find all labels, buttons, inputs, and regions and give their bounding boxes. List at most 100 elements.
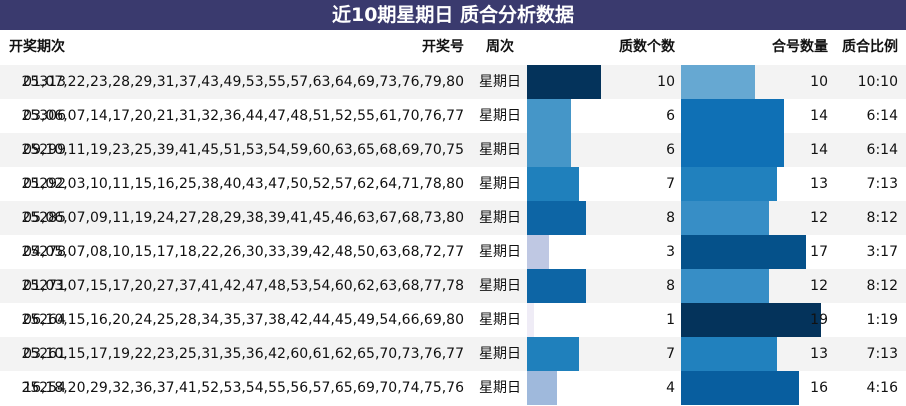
weekday-cell: 星期日	[479, 380, 521, 396]
weekday-cell: 星期日	[479, 346, 521, 362]
weekday-cell: 星期日	[479, 176, 521, 192]
weekday-cell: 星期日	[479, 312, 521, 328]
period-cell: 25271	[21, 278, 66, 294]
composite-count-bar	[681, 269, 769, 303]
ratio-cell: 8:12	[866, 210, 898, 226]
numbers-cell: 09,10,11,19,23,25,39,41,45,51,53,54,59,6…	[23, 142, 464, 158]
composite-count-label: 12	[810, 278, 828, 294]
prime-count-bar	[527, 201, 586, 235]
ratio-cell: 7:13	[866, 346, 898, 362]
numbers-cell: 04,05,07,08,10,15,17,18,22,26,30,33,39,4…	[23, 244, 464, 260]
composite-count-bar	[681, 371, 799, 405]
table-row: 25313 01,07,22,23,28,29,31,37,43,49,53,55…	[0, 65, 906, 99]
numbers-cell: 03,06,07,14,17,20,21,31,32,36,44,47,48,5…	[23, 108, 464, 124]
composite-count-bar	[681, 235, 806, 269]
composite-count-bar	[681, 99, 784, 133]
chart-title: 近10期星期日 质合分析数据	[0, 0, 906, 30]
prime-count-bar	[527, 235, 549, 269]
numbers-cell: 16,18,20,29,32,36,37,41,52,53,54,55,56,5…	[23, 380, 464, 396]
prime-count-label: 10	[657, 74, 675, 90]
composite-count-label: 12	[810, 210, 828, 226]
ratio-cell: 6:14	[866, 142, 898, 158]
ratio-cell: 4:16	[866, 380, 898, 396]
prime-count-bar	[527, 269, 586, 303]
prime-count-label: 6	[666, 108, 675, 124]
table-row: 25271 01,03,07,15,17,20,27,37,41,42,47,48…	[0, 269, 906, 303]
prime-count-label: 4	[666, 380, 675, 396]
table-row: 25292 01,02,03,10,11,15,16,25,38,40,43,47…	[0, 167, 906, 201]
weekday-cell: 星期日	[479, 244, 521, 260]
prime-count-label: 8	[666, 278, 675, 294]
header-weekday: 周次	[486, 39, 514, 55]
ratio-cell: 6:14	[866, 108, 898, 124]
header-period: 开奖期次	[9, 39, 65, 55]
composite-count-bar	[681, 337, 777, 371]
composite-count-bar	[681, 167, 777, 201]
period-cell: 25306	[21, 108, 66, 124]
prime-count-label: 7	[666, 346, 675, 362]
period-cell: 25292	[21, 176, 66, 192]
weekday-cell: 星期日	[479, 210, 521, 226]
prime-count-bar	[527, 167, 579, 201]
numbers-cell: 06,10,15,16,20,24,25,28,34,35,37,38,42,4…	[23, 312, 464, 328]
table-row: 25278 04,05,07,08,10,15,17,18,22,26,30,33…	[0, 235, 906, 269]
numbers-cell: 01,03,07,15,17,20,27,37,41,42,47,48,53,5…	[23, 278, 464, 294]
ratio-cell: 1:19	[866, 312, 898, 328]
header-ratio: 质合比例	[842, 39, 898, 55]
period-cell: 25254	[21, 380, 66, 396]
weekday-cell: 星期日	[479, 278, 521, 294]
prime-count-bar	[527, 65, 601, 99]
prime-count-bar	[527, 371, 557, 405]
prime-count-bar	[527, 337, 579, 371]
period-cell: 25264	[21, 312, 66, 328]
numbers-cell: 05,06,07,09,11,19,24,27,28,29,38,39,41,4…	[23, 210, 464, 226]
composite-count-bar	[681, 201, 769, 235]
composite-count-label: 17	[810, 244, 828, 260]
weekday-cell: 星期日	[479, 108, 521, 124]
numbers-cell: 01,07,22,23,28,29,31,37,43,49,53,55,57,6…	[23, 74, 464, 90]
prime-count-bar	[527, 303, 534, 337]
header-prime-count: 质数个数	[619, 39, 675, 55]
prime-count-label: 3	[666, 244, 675, 260]
ratio-cell: 8:12	[866, 278, 898, 294]
composite-count-label: 10	[810, 74, 828, 90]
prime-count-bar	[527, 99, 571, 133]
table-row: 25261 03,10,15,17,19,22,23,25,31,35,36,42…	[0, 337, 906, 371]
header-numbers: 开奖号	[422, 39, 464, 55]
prime-count-label: 1	[666, 312, 675, 328]
ratio-cell: 10:10	[857, 74, 898, 90]
numbers-cell: 03,10,15,17,19,22,23,25,31,35,36,42,60,6…	[23, 346, 464, 362]
period-cell: 25261	[21, 346, 66, 362]
composite-count-label: 16	[810, 380, 828, 396]
table-row: 25285 05,06,07,09,11,19,24,27,28,29,38,39…	[0, 201, 906, 235]
composite-count-label: 14	[810, 108, 828, 124]
composite-count-label: 14	[810, 142, 828, 158]
period-cell: 25299	[21, 142, 66, 158]
period-cell: 25278	[21, 244, 66, 260]
table-row: 25306 03,06,07,14,17,20,21,31,32,36,44,47…	[0, 99, 906, 133]
table-row: 25254 16,18,20,29,32,36,37,41,52,53,54,55…	[0, 371, 906, 405]
prime-count-label: 8	[666, 210, 675, 226]
table-body: 25313 01,07,22,23,28,29,31,37,43,49,53,55…	[0, 65, 906, 405]
prime-count-label: 7	[666, 176, 675, 192]
table-header: 开奖期次 开奖号 周次 质数个数 合号数量 质合比例	[0, 30, 906, 65]
numbers-cell: 01,02,03,10,11,15,16,25,38,40,43,47,50,5…	[23, 176, 464, 192]
composite-count-label: 13	[810, 176, 828, 192]
weekday-cell: 星期日	[479, 74, 521, 90]
ratio-cell: 7:13	[866, 176, 898, 192]
prime-count-bar	[527, 133, 571, 167]
period-cell: 25313	[21, 74, 66, 90]
header-composite-count: 合号数量	[772, 39, 828, 55]
table-row: 25264 06,10,15,16,20,24,25,28,34,35,37,38…	[0, 303, 906, 337]
weekday-cell: 星期日	[479, 142, 521, 158]
table-row: 25299 09,10,11,19,23,25,39,41,45,51,53,54…	[0, 133, 906, 167]
composite-count-bar	[681, 133, 784, 167]
ratio-cell: 3:17	[866, 244, 898, 260]
composite-count-bar	[681, 65, 755, 99]
composite-count-label: 19	[810, 312, 828, 328]
period-cell: 25285	[21, 210, 66, 226]
composite-count-bar	[681, 303, 821, 337]
prime-count-label: 6	[666, 142, 675, 158]
composite-count-label: 13	[810, 346, 828, 362]
